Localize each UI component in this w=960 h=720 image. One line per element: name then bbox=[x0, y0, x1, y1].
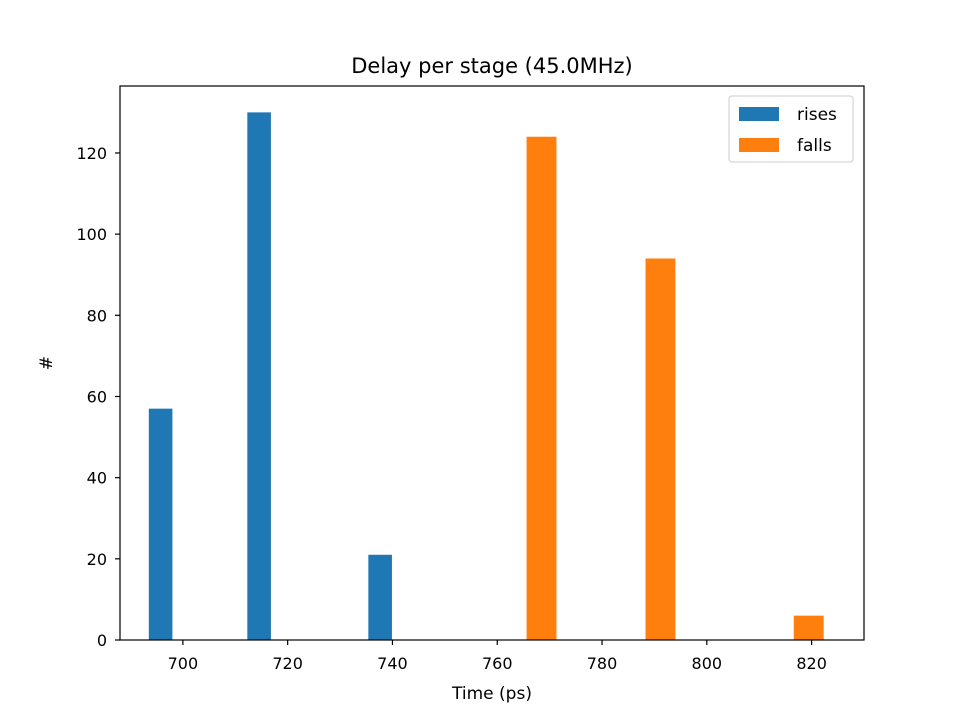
x-tick-label: 820 bbox=[796, 654, 827, 673]
x-tick-label: 760 bbox=[482, 654, 513, 673]
legend-swatch-rises bbox=[739, 107, 779, 121]
y-axis-label: # bbox=[37, 356, 57, 370]
x-axis-ticks: 700 720 740 760 780 800 820 bbox=[168, 640, 827, 673]
x-tick-label: 800 bbox=[692, 654, 723, 673]
x-tick-label: 740 bbox=[377, 654, 408, 673]
x-tick-label: 720 bbox=[272, 654, 303, 673]
bar-rises-2 bbox=[368, 554, 392, 640]
bar-rises-0 bbox=[148, 408, 173, 640]
bar-rises-1 bbox=[247, 112, 271, 640]
y-tick-label: 120 bbox=[76, 144, 107, 163]
y-axis-ticks: 0 20 40 60 80 100 120 bbox=[76, 144, 120, 650]
bar-falls-2 bbox=[793, 615, 824, 640]
chart-title: Delay per stage (45.0MHz) bbox=[351, 54, 633, 78]
y-tick-label: 80 bbox=[87, 306, 107, 325]
x-tick-label: 700 bbox=[168, 654, 199, 673]
y-tick-label: 0 bbox=[97, 631, 107, 650]
plot-frame bbox=[119, 85, 865, 641]
x-tick-label: 780 bbox=[587, 654, 618, 673]
y-tick-label: 40 bbox=[87, 469, 107, 488]
legend-swatch-falls bbox=[739, 138, 779, 152]
x-axis-label: Time (ps) bbox=[451, 684, 532, 704]
bar-falls-1 bbox=[645, 258, 676, 640]
y-tick-label: 100 bbox=[76, 225, 107, 244]
y-tick-label: 20 bbox=[87, 550, 107, 569]
bars-layer bbox=[148, 112, 824, 641]
bar-falls-0 bbox=[526, 136, 557, 641]
legend-label-rises: rises bbox=[797, 105, 837, 125]
legend: rises falls bbox=[728, 95, 854, 163]
y-tick-label: 60 bbox=[87, 387, 107, 406]
legend-label-falls: falls bbox=[797, 136, 832, 156]
